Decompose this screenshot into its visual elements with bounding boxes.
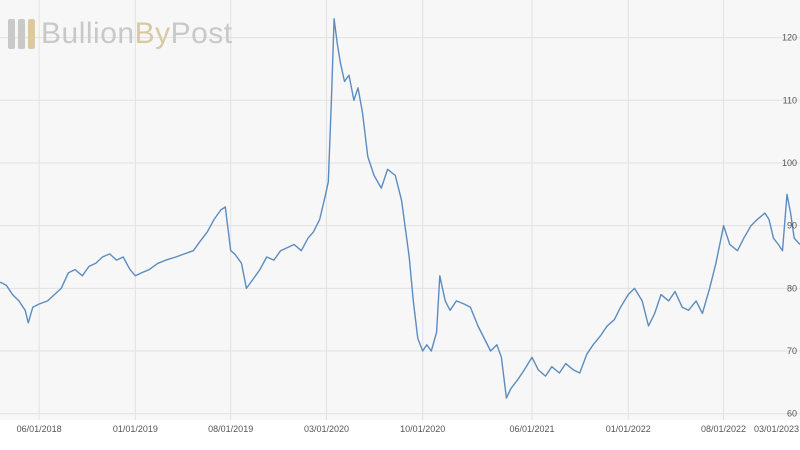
- y-tick-label: 70: [787, 346, 797, 356]
- bullionbypost-logo: BullionByPost: [8, 14, 233, 54]
- y-tick-label: 80: [787, 283, 797, 293]
- x-tick-label: 08/01/2019: [208, 424, 253, 434]
- logo-word-post: Post: [170, 17, 233, 50]
- y-tick-label: 110: [783, 95, 797, 105]
- logo-word-by: By: [134, 17, 171, 50]
- logo-bar-gold: [28, 19, 35, 49]
- x-tick-label: 06/01/2021: [509, 424, 554, 434]
- logo-bar-grey: [8, 19, 15, 49]
- x-tick-label: 06/01/2018: [17, 424, 62, 434]
- x-tick-label: 01/01/2022: [606, 424, 651, 434]
- logo-bar-grey: [18, 19, 25, 49]
- logo-bars-icon: [8, 19, 35, 49]
- x-tick-label: 10/01/2020: [400, 424, 445, 434]
- y-tick-label: 60: [787, 409, 797, 419]
- x-tick-label: 03/01/2023: [754, 424, 799, 434]
- x-tick-label: 03/01/2020: [304, 424, 349, 434]
- horizontal-grid-lines: [0, 37, 800, 415]
- logo-wordmark: BullionByPost: [41, 19, 233, 49]
- y-tick-label: 120: [782, 33, 797, 43]
- y-tick-label: 100: [782, 158, 797, 168]
- x-tick-label: 01/01/2019: [113, 424, 158, 434]
- plot-background: [0, 0, 800, 420]
- series-line: [0, 18, 800, 399]
- y-tick-label: 90: [787, 221, 797, 231]
- logo-word-bullion: Bullion: [41, 17, 135, 50]
- y-axis-tick-labels: 60 70 80 90 100 110 120: [782, 33, 797, 419]
- x-axis-tick-labels: 06/01/2018 01/01/2019 08/01/2019 03/01/2020…: [17, 424, 799, 434]
- vertical-grid-lines: [38, 0, 725, 420]
- x-tick-label: 08/01/2022: [701, 424, 746, 434]
